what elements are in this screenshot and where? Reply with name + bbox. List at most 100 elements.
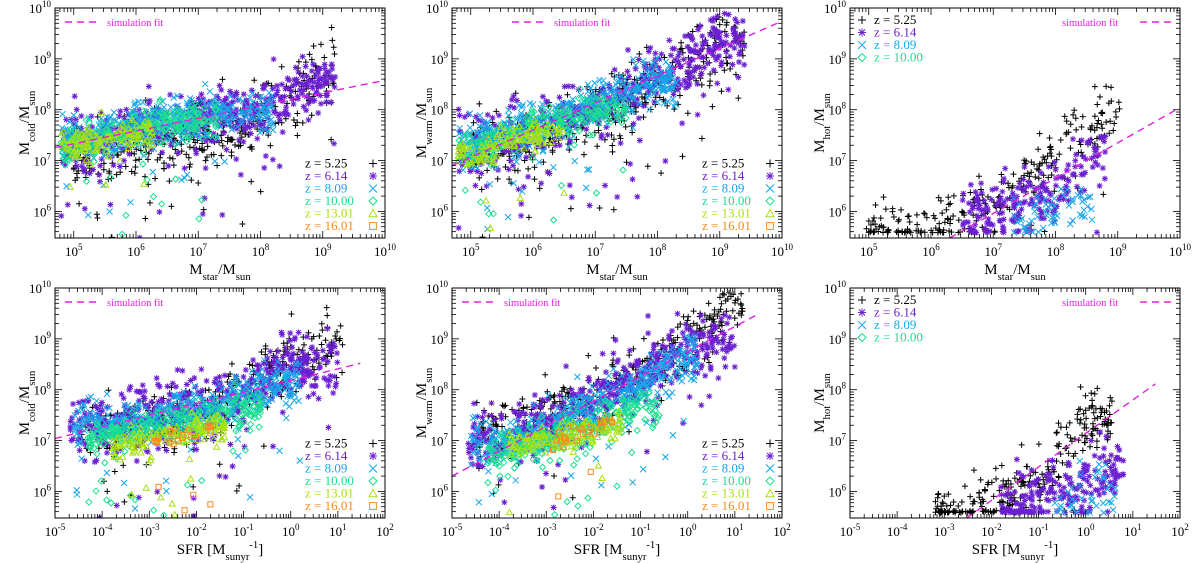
data-point (135, 98, 142, 106)
data-point (329, 65, 336, 72)
data-point (71, 144, 80, 152)
data-point (212, 93, 219, 101)
data-point (543, 137, 551, 145)
data-point (91, 146, 100, 153)
data-point (601, 102, 609, 111)
data-point (283, 109, 290, 116)
legend-entry: z = 6.14 (305, 168, 348, 183)
data-point (234, 452, 242, 460)
data-point (466, 124, 474, 132)
data-point (144, 156, 151, 163)
legend-entry: z = 8.09 (305, 181, 347, 196)
data-point (332, 383, 339, 390)
data-point (1047, 143, 1054, 150)
data-point (71, 153, 80, 161)
data-point (173, 106, 181, 114)
legend-entry: z = 16.01 (702, 218, 751, 233)
data-point (983, 204, 990, 211)
data-point (319, 347, 326, 354)
data-point (120, 479, 128, 487)
data-point (561, 83, 568, 90)
data-point (76, 447, 83, 454)
data-point (328, 136, 335, 143)
data-point (932, 215, 939, 222)
data-point (1107, 118, 1114, 125)
data-point (1063, 183, 1070, 190)
data-point (72, 116, 79, 123)
data-point (530, 120, 539, 128)
data-point (289, 344, 296, 351)
data-point (496, 122, 505, 130)
data-point (198, 196, 206, 204)
data-point (219, 211, 226, 218)
data-point (539, 146, 547, 154)
data-point (200, 96, 207, 103)
data-point (262, 113, 269, 121)
data-point (323, 377, 330, 384)
data-point (671, 100, 679, 108)
data-point (1000, 216, 1007, 223)
data-point (626, 93, 633, 100)
data-point (561, 133, 570, 141)
data-point (512, 148, 519, 155)
data-point (1065, 197, 1072, 204)
data-point (223, 95, 230, 102)
data-point (1046, 189, 1053, 196)
data-point (493, 164, 501, 172)
data-point (1051, 195, 1058, 202)
data-point (65, 139, 73, 147)
data-point (666, 37, 673, 44)
data-point (530, 115, 539, 123)
data-point (300, 341, 307, 348)
data-point (318, 100, 325, 107)
data-point (156, 383, 163, 390)
data-point (455, 224, 462, 231)
data-point (475, 117, 482, 124)
data-point (248, 87, 255, 94)
data-point (1101, 138, 1108, 145)
data-point (84, 211, 92, 219)
series-z8.09 (1010, 185, 1096, 236)
data-point (214, 93, 221, 100)
data-point (1005, 180, 1012, 187)
data-point (91, 458, 98, 465)
data-point (473, 132, 480, 139)
data-point (1051, 208, 1058, 215)
data-point (1057, 137, 1064, 144)
data-point (1037, 195, 1044, 202)
data-point (1036, 162, 1043, 169)
data-point (645, 89, 652, 96)
data-point (666, 76, 674, 84)
data-point (601, 115, 609, 123)
data-point (76, 200, 83, 207)
data-point (306, 91, 313, 98)
data-point (267, 348, 274, 355)
y-tick-label: 1010 (824, 0, 847, 16)
data-point (635, 115, 642, 122)
data-point (202, 102, 210, 109)
data-point (527, 110, 536, 118)
data-point (969, 203, 976, 210)
data-point (1045, 163, 1052, 170)
data-point (192, 146, 199, 153)
data-point (159, 110, 167, 118)
data-point (1088, 216, 1096, 224)
data-point (502, 163, 509, 170)
data-point (144, 112, 152, 120)
data-point (937, 197, 944, 204)
data-point (1026, 173, 1033, 180)
data-point (1035, 175, 1042, 182)
data-point (108, 150, 116, 158)
data-point (1006, 206, 1013, 213)
redshift-legend: z = 5.25z = 6.14z = 8.09z = 10.00z = 13.… (702, 156, 775, 233)
data-point (950, 212, 957, 219)
data-point (88, 128, 96, 136)
data-point (1046, 134, 1053, 141)
data-point (1010, 203, 1017, 210)
data-point (1048, 172, 1055, 179)
data-point (486, 142, 495, 150)
data-point (571, 106, 578, 113)
data-point (706, 48, 713, 55)
data-point (298, 80, 305, 87)
data-point (212, 120, 220, 129)
